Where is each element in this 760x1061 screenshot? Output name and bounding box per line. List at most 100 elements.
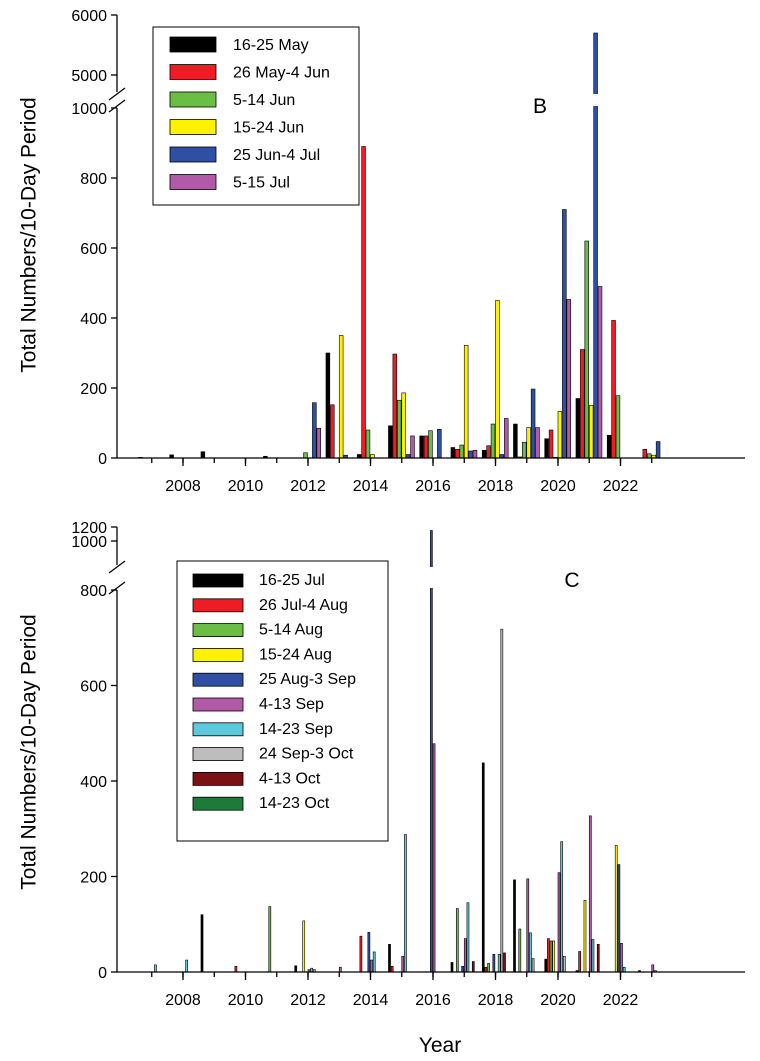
- legend-swatch: [192, 623, 244, 637]
- y-tick-label: 200: [80, 870, 107, 887]
- y-tick-label: 0: [98, 451, 107, 468]
- legend: 16-25 May 26 May-4 Jun 5-14 Jun 15-24 Jun 25…: [152, 26, 360, 206]
- x-tick-label: 2022: [603, 992, 639, 1009]
- bar-26-may-4-jun-2021: [580, 349, 585, 459]
- bar-15-24-jun-2013: [338, 335, 344, 459]
- axis-break-mark: [108, 581, 126, 595]
- y-tick-label: 200: [80, 381, 107, 398]
- bar-24-sep-3-oct-2019: [531, 958, 535, 973]
- bar-5-14-aug-2017: [455, 908, 459, 973]
- legend-swatch: [192, 796, 244, 811]
- bar-25-aug-3-sep-2018: [492, 954, 496, 973]
- axis-break-mark: [108, 87, 126, 101]
- legend-entry-label: 4-13 Sep: [259, 696, 324, 713]
- x-tick-label: 2018: [478, 478, 514, 495]
- bar-14-23-sep-2022: [622, 966, 626, 973]
- bar-5-15-jul-2020: [566, 299, 571, 459]
- bar-5-14-jun-2022: [615, 395, 621, 459]
- legend-entry-label: 14-23 Oct: [259, 795, 330, 812]
- legend-entry-label: 25 Jun-4 Jul: [233, 147, 320, 164]
- bar-25-aug-3-sep-2022: [617, 864, 621, 973]
- panel-letter: C: [564, 569, 579, 592]
- bar-15-24-aug-2020: [552, 940, 556, 973]
- bar-16-25-jul-2017: [450, 962, 454, 973]
- bar-25-aug-3-sep-2017: [461, 965, 464, 973]
- legend-entry-label: 5-14 Jun: [233, 92, 295, 109]
- bar-14-23-sep-2018: [497, 954, 501, 973]
- chart-panel-b: 0 200 400 600 800 1000 5000 6000 2008 2010 2012 201…: [18, 8, 745, 495]
- panel-letter: B: [533, 95, 547, 118]
- bar-15-24-aug-2021: [583, 900, 587, 973]
- legend-entry-label: 14-23 Sep: [259, 721, 333, 738]
- y-tick-label: 1000: [71, 534, 107, 551]
- bars-group: [138, 32, 661, 459]
- bar-25-aug-3-sep-2016: [430, 530, 433, 973]
- bar-26-jul-4-aug-2014: [359, 935, 363, 973]
- bar-14-23-sep-2017: [466, 902, 470, 973]
- bar-4-13-sep-2023: [651, 964, 655, 973]
- y-tick-label: 1000: [71, 101, 107, 118]
- y-axis-label: Total Numbers/10-Day Period: [18, 97, 41, 372]
- bar-26-jul-4-aug-2018: [484, 966, 488, 973]
- bar-14-23-sep-2020: [560, 841, 564, 973]
- axis-break-mark: [108, 560, 126, 574]
- x-axis-label: Year: [419, 1034, 461, 1057]
- legend-swatch: [169, 64, 217, 80]
- bar-25-jun-4-jul-2019: [530, 388, 536, 459]
- axes: 0 200 400 600 800 1000 5000 6000 2008 2010 2012 201…: [71, 8, 745, 495]
- bar-25-jun-4-jul-2017: [468, 450, 473, 459]
- legend-entry-label: 4-13 Oct: [259, 770, 321, 787]
- bar-5-14-aug-2018: [487, 963, 490, 973]
- bar-4-13-sep-2015: [401, 955, 405, 973]
- x-tick-label: 2012: [290, 992, 326, 1009]
- x-tick-label: 2008: [165, 992, 201, 1009]
- bar-14-23-sep-2019: [529, 932, 532, 973]
- bar-5-15-jul-2021: [597, 286, 603, 459]
- legend-entry-label: 25 Aug-3 Sep: [259, 671, 356, 688]
- bar-14-23-sep-2021: [591, 939, 595, 973]
- bar-26-jul-4-aug-2015: [390, 965, 394, 973]
- bar-5-14-jun-2014: [365, 429, 371, 459]
- bar-26-jul-4-aug-2021: [578, 951, 581, 973]
- bar-5-14-jun-2018: [490, 423, 496, 459]
- bar-4-13-oct-2021: [596, 943, 600, 973]
- bar-5-15-jul-2019: [535, 427, 540, 459]
- bar-26-may-4-jun-2015: [392, 353, 398, 459]
- bar-14-23-sep-2007: [154, 964, 157, 973]
- legend-entry-label: 15-24 Aug: [259, 646, 332, 663]
- bar-16-25-may-2016: [419, 435, 424, 459]
- bar-5-14-aug-2020: [549, 940, 553, 973]
- bar-15-24-jun-2020: [557, 411, 563, 459]
- legend-entry-label: 26 May-4 Jun: [233, 65, 330, 82]
- x-tick-label: 2010: [228, 992, 264, 1009]
- bar-5-14-jun-2012: [303, 452, 308, 459]
- bar-4-13-oct-2018: [503, 952, 506, 973]
- legend-entry-label: 24 Sep-3 Oct: [259, 746, 354, 763]
- bar-4-13-sep-2019: [526, 878, 530, 973]
- bar-5-15-jul-2017: [472, 449, 478, 459]
- legend-swatch: [192, 648, 244, 662]
- bar-16-25-jul-2018: [481, 762, 485, 973]
- bar-14-23-sep-2014: [372, 951, 376, 973]
- axis-break-mark: [108, 99, 126, 113]
- bar-4-13-sep-2014: [370, 959, 373, 973]
- bar-16-25-may-2020: [544, 438, 549, 459]
- bar-5-14-aug-2011: [268, 906, 272, 973]
- bar-26-may-4-jun-2016: [423, 435, 429, 459]
- bar-16-25-jul-2020: [544, 958, 548, 973]
- legend-swatch: [192, 722, 244, 737]
- bar-26-may-4-jun-2017: [455, 448, 460, 459]
- x-tick-label: 2010: [228, 478, 264, 495]
- legend-swatch: [169, 36, 217, 53]
- bar-26-may-4-jun-2020: [548, 429, 554, 459]
- y-tick-label: 600: [80, 241, 107, 258]
- legend-entry-label: 16-25 May: [233, 37, 309, 54]
- bar-5-14-jun-2021: [584, 240, 589, 459]
- bar-5-15-jul-2015: [410, 435, 415, 459]
- bar-16-25-jul-2015: [388, 943, 391, 973]
- bar-15-24-aug-2012: [302, 920, 306, 973]
- legend-entry-label: 15-24 Jun: [233, 120, 304, 137]
- bar-25-jun-4-jul-2016: [437, 428, 442, 459]
- bar-5-15-jul-2012: [316, 427, 321, 459]
